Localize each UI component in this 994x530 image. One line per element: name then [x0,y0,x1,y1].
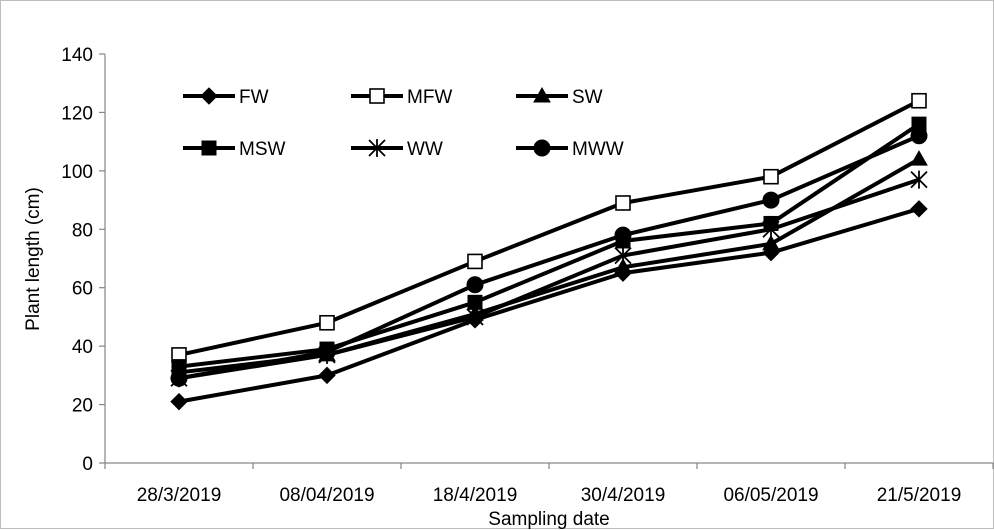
data-point-mfw [319,314,335,331]
y-tick-label: 100 [61,162,93,183]
x-tick-label: 08/04/2019 [279,485,374,506]
y-tick-label: 0 [82,454,93,475]
x-tick-label: 06/05/2019 [723,485,818,506]
data-point-mfw [467,253,483,270]
data-point-mww [614,226,632,244]
data-point-ww [910,170,928,189]
legend-item-msw: MSW [183,139,286,160]
data-point-sw [614,258,632,274]
legend: FW MFW SW MSW WW MWW [183,86,624,160]
series-line-sw [178,157,920,375]
y-tick-label: 120 [61,103,93,124]
y-axis-title: Plant length (cm) [23,187,44,331]
series-mww [170,127,928,387]
x-tick-label: 28/3/2019 [137,485,222,506]
y-tick-label: 40 [72,337,93,358]
data-point-mww [170,369,188,387]
data-point-fw [170,392,188,411]
data-point-mfw [615,195,631,211]
data-point-mww [910,127,928,145]
data-point-ww [762,220,780,239]
legend-marker [200,87,218,105]
legend-label: WW [407,139,443,160]
data-point-mfw [763,168,779,185]
y-tick-label: 20 [72,396,93,417]
data-point-fw [910,200,928,218]
legend-item-mfw: MFW [351,87,452,108]
data-point-msw [467,294,483,310]
data-point-mfw [911,92,927,109]
data-point-mww [318,343,336,361]
data-point-ww [466,307,484,326]
y-tick-label: 60 [72,279,93,300]
legend-item-fw: FW [183,87,269,108]
legend-marker [368,139,386,157]
series-layer [170,92,928,411]
data-point-ww [614,246,632,265]
legend-label: MFW [407,87,452,108]
legend-item-ww: WW [351,139,443,160]
x-tick-label: 21/5/2019 [877,485,962,506]
series-line-fw [178,206,920,404]
data-point-mww [762,191,780,209]
x-tick-label: 30/4/2019 [581,485,666,506]
legend-label: FW [239,87,269,108]
legend-marker [201,140,217,156]
series-mfw [171,92,927,363]
axes: 0 20 40 60 80 100 120 140 28/3/2019 08/04/2019 18/… [61,45,994,506]
data-point-fw [318,366,336,385]
legend-marker [533,86,551,103]
legend-item-sw: SW [516,86,603,108]
x-tick-label: 18/4/2019 [433,485,518,506]
legend-marker [369,88,385,104]
legend-label: MSW [239,139,286,160]
data-point-sw [762,234,780,251]
data-point-mww [466,276,484,294]
x-axis-title: Sampling date [488,509,609,530]
y-tick-label: 80 [72,220,93,241]
series-line-ww [178,177,920,381]
legend-marker [533,139,551,157]
legend-item-mww: MWW [516,139,624,160]
legend-label: MWW [572,139,624,160]
series-line-mfw [178,98,920,357]
data-point-sw [910,150,928,166]
legend-label: SW [572,87,603,108]
series-line-mww [178,133,920,381]
series-line-msw [178,122,921,369]
series-sw [170,150,928,379]
y-tick-label: 140 [61,45,93,66]
